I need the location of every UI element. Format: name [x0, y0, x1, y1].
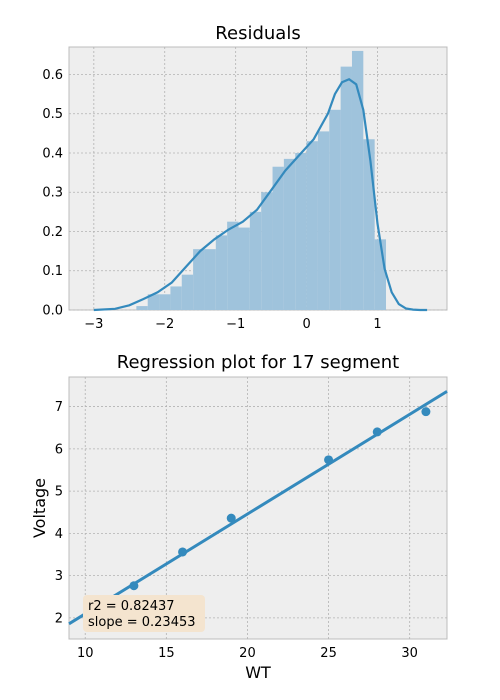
histogram-bar-16 — [317, 131, 330, 310]
histogram-bar-8 — [227, 221, 239, 310]
y-tick-label-0: 0.0 — [42, 304, 63, 319]
histogram-bar-5 — [193, 249, 205, 310]
x-tick-label-0: 10 — [77, 646, 94, 661]
y-tick-label-4: 0.4 — [42, 146, 63, 161]
histogram-bar-17 — [329, 109, 341, 310]
x-tick-label-2: 20 — [239, 646, 256, 661]
regression-y-tick-labels: 2 3 4 5 6 7 — [55, 400, 63, 626]
histogram-bar-11 — [261, 192, 273, 310]
x-tick-label-3: 0 — [302, 317, 310, 332]
histogram-bar-4 — [181, 274, 194, 310]
data-point-2 — [226, 513, 236, 523]
regression-chart: 10 15 20 25 30 2 3 4 5 6 7 r2 = 0.82437 slope = 0… — [30, 352, 448, 682]
data-point-5 — [421, 407, 431, 417]
regression-x-tick-labels: 10 15 20 25 30 — [77, 646, 418, 661]
residuals-y-tick-labels: 0.0 0.1 0.2 0.3 0.4 0.5 0.6 — [42, 68, 63, 319]
y-tick-label-6: 0.6 — [42, 68, 63, 83]
regression-grid — [69, 377, 447, 639]
x-tick-label-1: −2 — [155, 317, 174, 332]
data-point-4 — [372, 427, 382, 437]
y-tick-label-2: 0.2 — [42, 225, 63, 240]
y-tick-label-0: 2 — [55, 611, 63, 626]
histogram-bar-9 — [238, 227, 250, 310]
histogram-bar-12 — [272, 166, 284, 310]
regression-y-axis-label: Voltage — [30, 478, 49, 538]
residuals-histogram-bars — [136, 50, 387, 311]
y-tick-label-2: 4 — [55, 527, 63, 542]
x-tick-label-4: 1 — [373, 317, 381, 332]
regression-annotation-box: r2 = 0.82437 slope = 0.23453 — [83, 595, 205, 632]
y-tick-label-5: 0.5 — [42, 107, 63, 122]
histogram-bar-21 — [374, 239, 387, 310]
annotation-r2: r2 = 0.82437 — [88, 599, 175, 614]
regression-points — [129, 407, 431, 591]
histogram-bar-15 — [306, 141, 318, 310]
y-tick-label-4: 6 — [55, 442, 63, 457]
data-point-1 — [178, 547, 188, 557]
histogram-bar-20 — [363, 139, 375, 310]
x-tick-label-2: −1 — [226, 317, 245, 332]
annotation-slope: slope = 0.23453 — [88, 615, 196, 630]
x-tick-label-3: 25 — [320, 646, 337, 661]
x-tick-label-0: −3 — [84, 317, 103, 332]
histogram-bar-10 — [249, 211, 262, 310]
y-tick-label-3: 0.3 — [42, 186, 63, 201]
residuals-kde-line — [93, 77, 428, 312]
histogram-bar-13 — [283, 158, 296, 310]
histogram-bar-18 — [340, 66, 352, 311]
annotation-background — [83, 595, 205, 632]
histogram-bar-7 — [215, 235, 228, 310]
x-tick-label-1: 15 — [158, 646, 175, 661]
histogram-bar-6 — [204, 249, 216, 310]
histogram-bar-2 — [159, 294, 171, 310]
y-tick-label-1: 0.1 — [42, 264, 63, 279]
x-tick-label-4: 30 — [401, 646, 418, 661]
histogram-bar-1 — [147, 294, 160, 310]
regression-title: Regression plot for 17 segment — [117, 352, 399, 373]
y-tick-label-3: 5 — [55, 485, 63, 500]
residuals-title: Residuals — [215, 23, 300, 44]
y-tick-label-1: 3 — [55, 569, 63, 584]
residuals-x-tick-labels: −3 −2 −1 0 1 — [84, 317, 381, 332]
histogram-bar-3 — [170, 286, 182, 310]
residuals-chart: −3 −2 −1 0 1 0.0 0.1 0.2 0.3 0.4 0.5 0.6 Residuals — [42, 23, 448, 332]
regression-x-axis-label: WT — [245, 663, 271, 682]
data-point-0 — [129, 581, 139, 591]
data-point-3 — [324, 455, 334, 465]
y-tick-label-5: 7 — [55, 400, 63, 415]
histogram-bar-19 — [351, 50, 364, 310]
histogram-bar-0 — [136, 306, 148, 310]
histogram-bar-14 — [295, 152, 307, 310]
